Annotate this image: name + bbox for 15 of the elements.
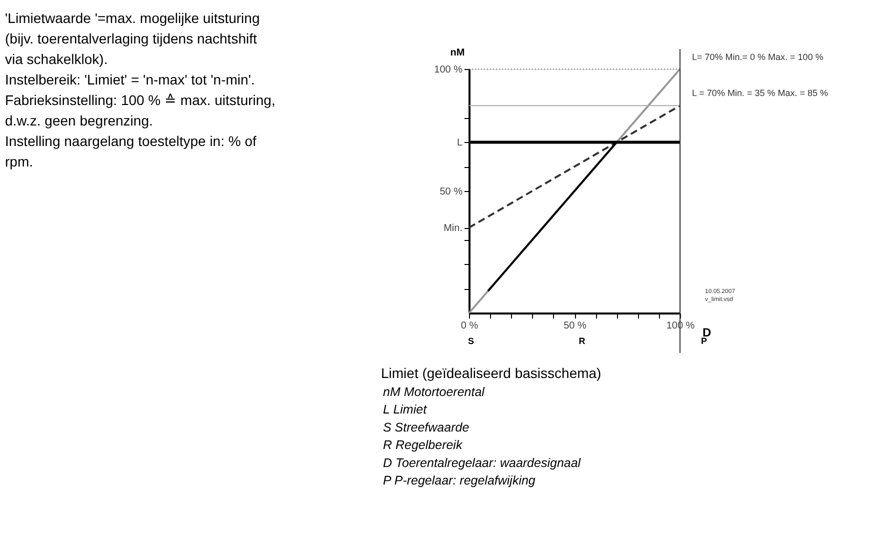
y-tick-label: Min. xyxy=(444,223,462,234)
x-tick-label: 0 % xyxy=(460,320,478,332)
text: Limiet (geïdealiseerd basisschema) xyxy=(381,365,602,381)
series-label: L = 70% Min. = 35 % Max. = 85 % xyxy=(692,88,828,98)
x-tick-label: 50 % xyxy=(564,320,587,332)
series-label: L= 70% Min.= 0 % Max. = 100 % xyxy=(692,52,824,62)
y-tick-label: 100 % xyxy=(434,64,463,76)
text: 'Limietwaarde '=max. mogelijke uitsturing (bijv. toerentalverlaging tijdens nachtshift via schakelklok). Instelbereik: 'Limiet' = 'n-max' tot 'n-min'. Fabrieksinstelling: 100 % ≙ max. uitsturing, d.w.z. geen begrenzing. Instelling naargelang toesteltype in: % of rpm. xyxy=(5,10,276,170)
text: nM Motortoerental L Limiet S Streefwaarde R Regelbereik D Toerentalregelaar: waardesignaal P P-regelaar: regelafwijking xyxy=(383,385,582,488)
text: P xyxy=(700,336,708,346)
y-tick-label: 50 % xyxy=(440,186,463,198)
text: R xyxy=(578,336,586,346)
y-tick-label: L xyxy=(456,138,463,149)
y-axis-title: nM xyxy=(450,48,465,58)
text: S xyxy=(468,336,474,346)
